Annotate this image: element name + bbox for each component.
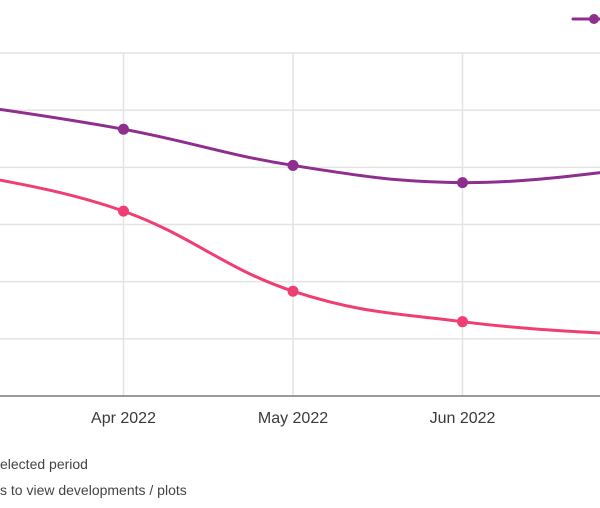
data-point[interactable] [287,159,299,171]
legend-marker [589,14,599,24]
x-tick-label: May 2022 [258,410,328,427]
x-tick-label: Apr 2022 [91,410,156,427]
x-tick-label: Jun 2022 [430,410,496,427]
series-line [0,178,600,335]
series-layer [0,107,600,335]
data-point[interactable] [118,123,129,135]
data-point[interactable] [457,316,468,328]
footnote-period: elected period [0,456,88,472]
legend[interactable] [571,14,600,24]
footnote-developments: s to view developments / plots [0,482,187,498]
grid [0,52,600,396]
data-point[interactable] [118,205,129,217]
series-line [0,107,600,185]
data-point[interactable] [457,177,468,189]
data-point[interactable] [287,285,299,297]
